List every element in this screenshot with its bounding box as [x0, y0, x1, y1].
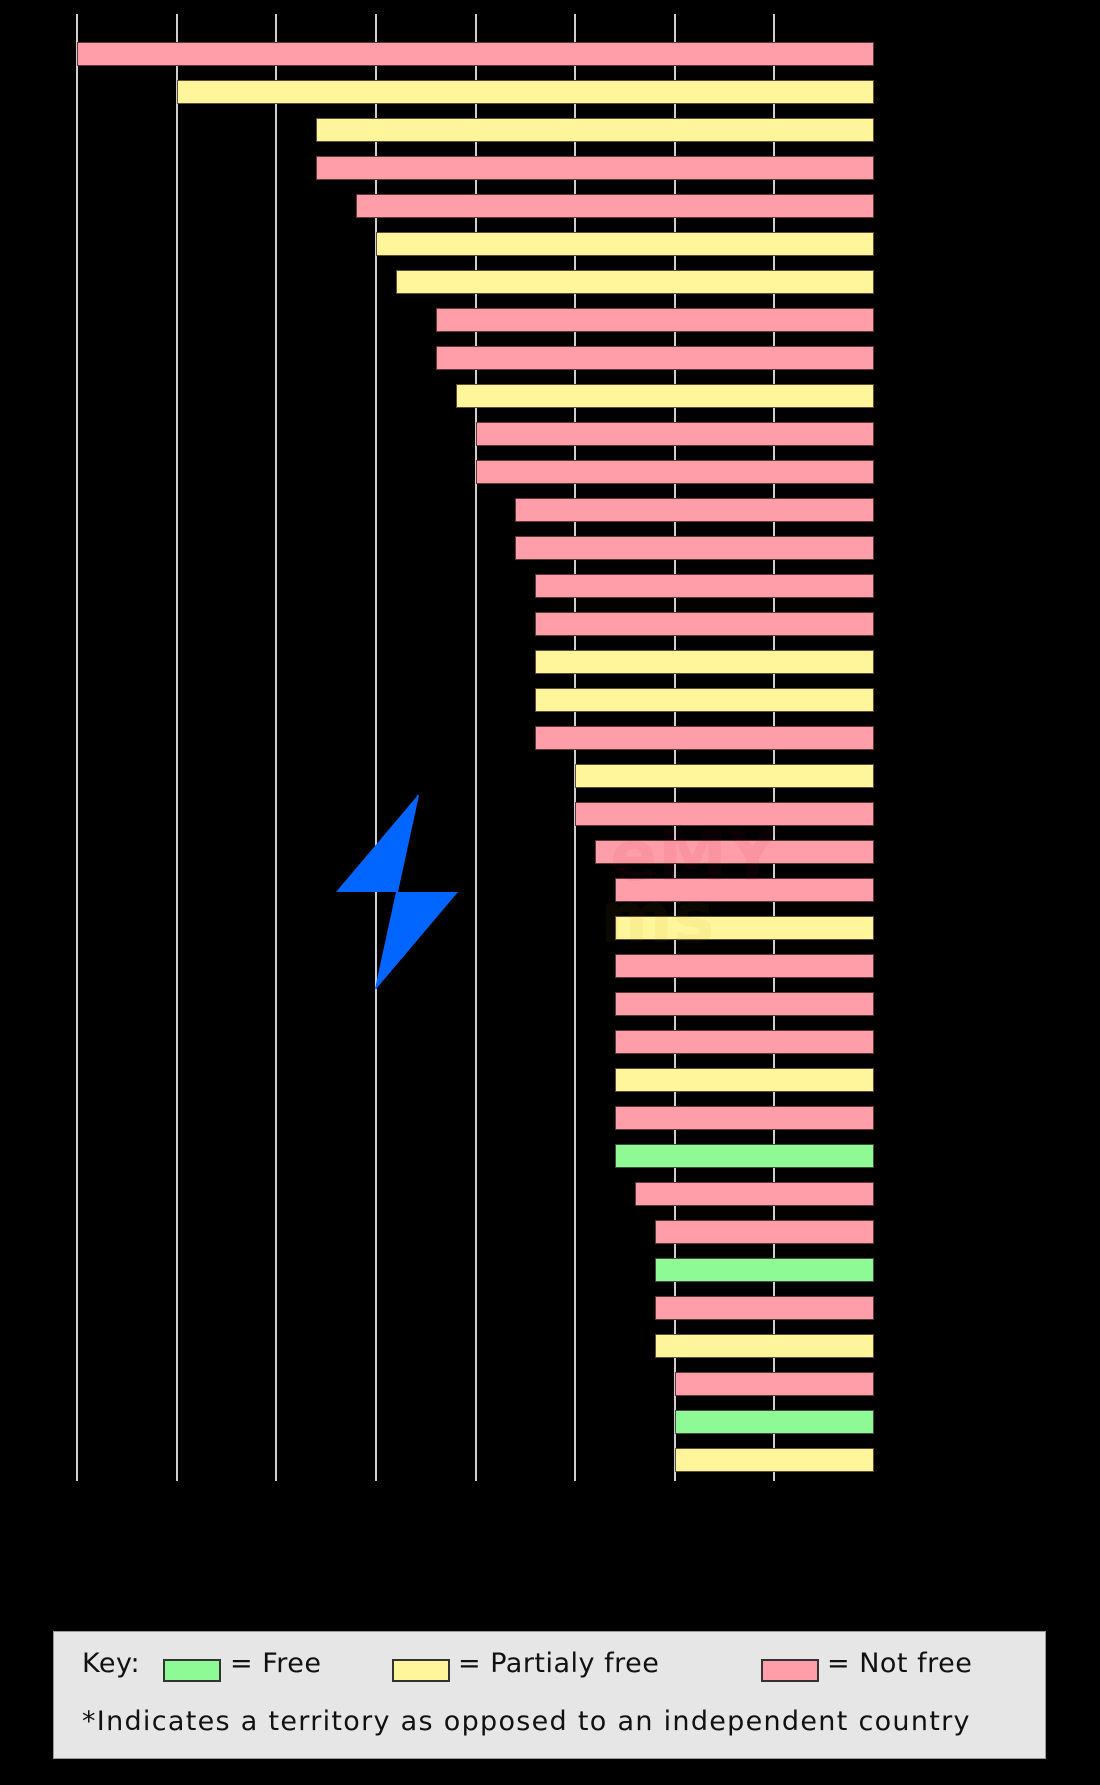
bar — [615, 954, 874, 978]
bar — [615, 1030, 874, 1054]
bar — [615, 992, 874, 1016]
gridline — [76, 14, 78, 1481]
bar — [77, 42, 874, 66]
bar — [535, 574, 874, 598]
bar — [595, 840, 874, 864]
legend-key-label: Key: — [82, 1648, 141, 1679]
gridline — [475, 14, 477, 1481]
bar — [675, 1372, 874, 1396]
legend-label-free: = Free — [230, 1648, 322, 1679]
bar — [316, 118, 874, 142]
bar — [376, 232, 874, 256]
bar — [615, 1068, 874, 1092]
bar-chart: eMY ms — [76, 14, 874, 1481]
legend-footnote: *Indicates a territory as opposed to an … — [82, 1706, 971, 1737]
bar — [575, 802, 874, 826]
legend: Key: = Free = Partialy free = Not free *… — [53, 1631, 1046, 1759]
bar — [655, 1220, 874, 1244]
bar — [635, 1182, 874, 1206]
bar — [535, 650, 874, 674]
bar — [655, 1296, 874, 1320]
legend-swatch-partialy-free — [392, 1659, 450, 1682]
bar — [515, 536, 874, 560]
bar — [535, 688, 874, 712]
bar — [436, 308, 874, 332]
bar — [476, 422, 874, 446]
legend-swatch-free — [163, 1659, 221, 1682]
bar — [535, 726, 874, 750]
lightning-bolt-icon — [336, 794, 458, 990]
gridline — [275, 14, 277, 1481]
bar — [436, 346, 874, 370]
bar — [177, 80, 874, 104]
bar — [655, 1334, 874, 1358]
legend-label-not-free: = Not free — [827, 1648, 973, 1679]
bar — [675, 1410, 874, 1434]
bar — [476, 460, 874, 484]
bar — [396, 270, 874, 294]
bar — [456, 384, 874, 408]
bar — [655, 1258, 874, 1282]
bar — [615, 1106, 874, 1130]
bar — [535, 612, 874, 636]
bar — [316, 156, 874, 180]
bar — [575, 764, 874, 788]
gridline — [176, 14, 178, 1481]
bar — [356, 194, 874, 218]
bar — [615, 1144, 874, 1168]
legend-swatch-not-free — [761, 1659, 819, 1682]
bar — [615, 916, 874, 940]
legend-label-partialy-free: = Partialy free — [458, 1648, 660, 1679]
bar — [515, 498, 874, 522]
bar — [675, 1448, 874, 1472]
bar — [615, 878, 874, 902]
gridline — [375, 14, 377, 1481]
